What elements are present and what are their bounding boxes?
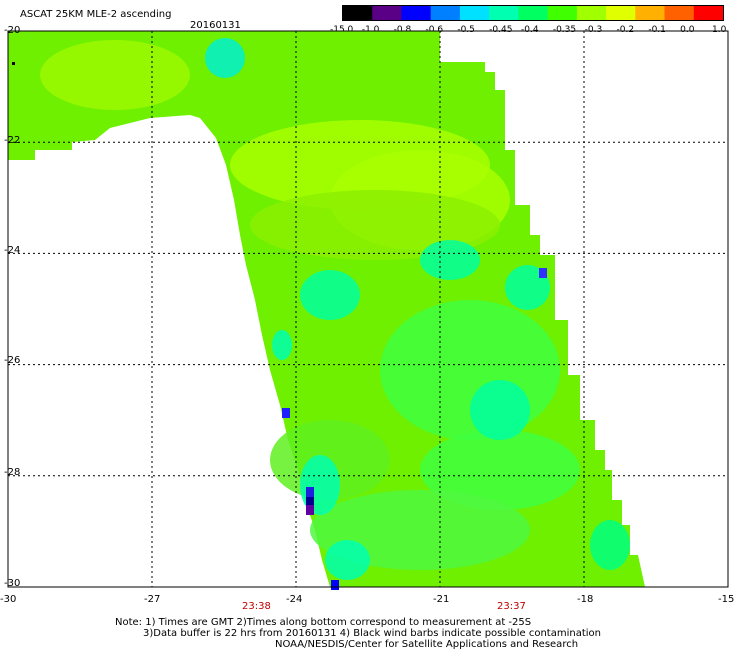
lon-label: -21 [433,594,450,605]
field-patch [420,240,480,280]
colorbar-tick-label: -1.0 [361,25,380,35]
field-patch [40,40,190,110]
colorbar [342,5,724,21]
colorbar-frame [342,5,724,21]
colorbar-segment [343,6,373,20]
colorbar-tick-label: -15.0 [330,25,354,35]
lat-label: -24 [4,245,21,256]
lat-label: -28 [4,467,21,478]
colorbar-segment [547,6,578,20]
field-patch [590,520,630,570]
low-value-cell [306,487,314,497]
pass-time: 23:37 [497,601,526,612]
lat-label: -30 [4,578,21,589]
lat-label: -20 [4,25,21,36]
plot-title: ASCAT 25KM MLE-2 ascending [20,9,172,20]
lon-label: -30 [0,594,17,605]
colorbar-tick-label: -0.1 [648,25,666,35]
station-dot [12,62,15,65]
low-value-cell [306,497,314,507]
colorbar-segment [401,6,432,20]
note-line-2: 3)Data buffer is 22 hrs from 20160131 4)… [143,628,601,639]
field-patch [420,430,580,510]
colorbar-tick-label: 0.0 [680,25,695,35]
field-patch [205,38,245,78]
colorbar-segment [459,6,490,20]
field-patch [380,300,560,440]
colorbar-segment [576,6,607,20]
lat-label: -22 [4,135,21,146]
colorbar-segment [430,6,461,20]
colorbar-tick-label: -0.6 [425,25,444,35]
colorbar-tick-label: -0.5 [457,25,475,35]
pass-time: 23:38 [242,601,271,612]
lon-label: -24 [286,594,303,605]
colorbar-tick-label: -0.35 [552,25,577,35]
note-line-3: NOAA/NESDIS/Center for Satellite Applica… [275,639,579,650]
field-patch [272,330,292,360]
colorbar-segment [372,6,402,20]
colorbar-tick-label: -0.3 [584,25,603,35]
lon-label: -15 [718,594,735,605]
colorbar-tick-label: -0.45 [489,25,513,35]
colorbar-tick-label: -0.4 [521,25,539,35]
colorbar-segment [635,6,666,20]
low-value-cell [282,408,290,418]
colorbar-segment [606,6,636,20]
lat-label: -26 [4,355,21,366]
field-patch [505,265,550,310]
lon-label: -18 [577,594,594,605]
colorbar-segment [693,6,724,20]
note-line-1: Note: 1) Times are GMT 2)Times along bot… [115,617,532,628]
low-value-cell [331,580,339,590]
colorbar-segment [518,6,549,20]
lon-label: -27 [144,594,161,605]
field-patch [325,540,370,580]
colorbar-tick-label: -0.2 [616,25,635,35]
colorbar-segment [489,6,519,20]
field-patch [470,380,530,440]
low-value-cell [306,505,314,515]
field-patch [300,270,360,320]
colorbar-segment [664,6,695,20]
map-frame [7,30,729,588]
plot-date: 20160131 [190,20,241,31]
colorbar-tick-label: -0.8 [393,25,412,35]
colorbar-tick-label: 1.0 [712,25,727,35]
low-value-cell [539,268,547,278]
